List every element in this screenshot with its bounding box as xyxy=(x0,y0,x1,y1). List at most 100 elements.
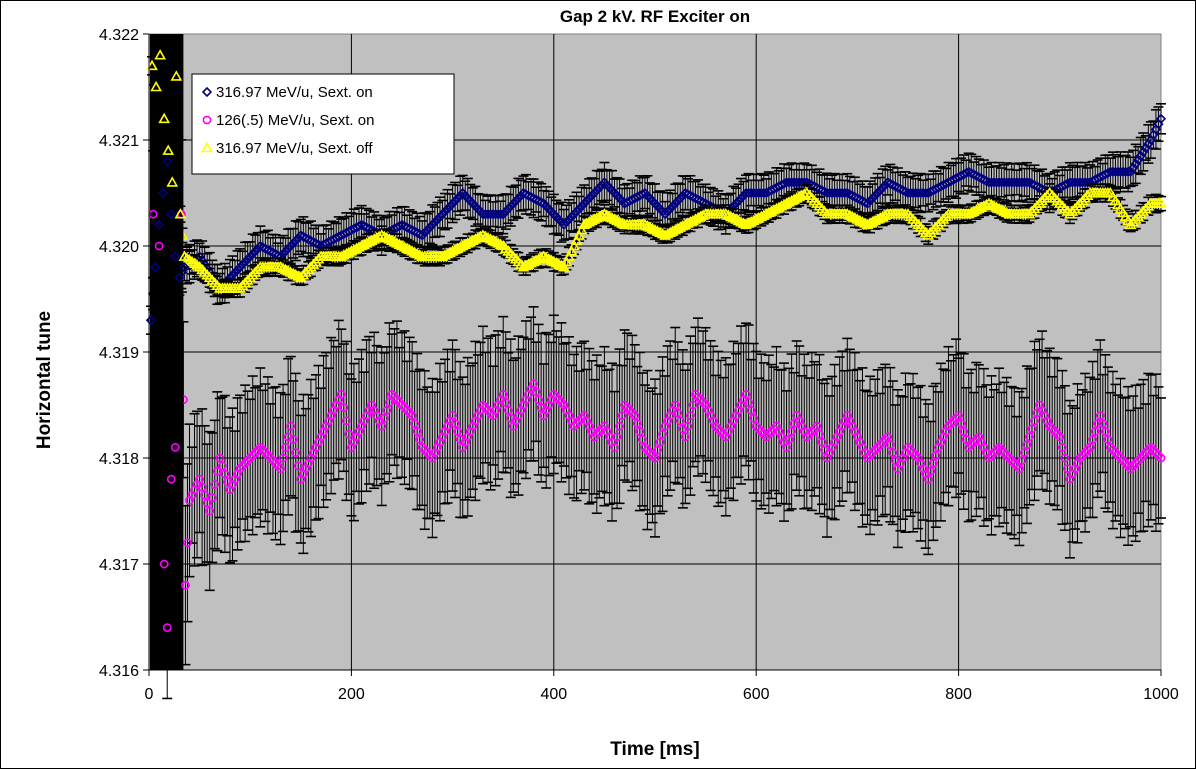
data-point xyxy=(1113,450,1123,460)
data-point xyxy=(673,408,683,418)
data-point xyxy=(594,182,605,193)
data-point xyxy=(299,266,312,277)
data-point xyxy=(293,232,304,244)
data-point xyxy=(1143,445,1153,455)
data-point xyxy=(640,442,650,452)
data-point xyxy=(257,242,268,253)
data-point xyxy=(672,195,683,207)
data-point xyxy=(875,440,885,450)
data-point xyxy=(999,448,1009,458)
data-point xyxy=(782,442,791,452)
early-data-point xyxy=(153,219,165,230)
data-point xyxy=(749,413,759,423)
data-point xyxy=(250,246,261,257)
data-point xyxy=(387,389,397,399)
data-point xyxy=(542,253,555,264)
data-point xyxy=(415,435,425,444)
data-point xyxy=(798,188,811,199)
legend-marker-triangle xyxy=(201,141,213,153)
data-point xyxy=(944,421,953,431)
data-point xyxy=(650,453,660,463)
data-point xyxy=(408,246,421,257)
data-point xyxy=(784,435,794,444)
data-point xyxy=(1022,440,1032,450)
early-data-point xyxy=(174,208,187,219)
early-data-point xyxy=(154,49,166,60)
data-point xyxy=(560,255,573,267)
data-point xyxy=(1027,424,1037,434)
data-point xyxy=(551,392,561,402)
data-point xyxy=(756,427,766,436)
data-point xyxy=(653,445,662,455)
data-point xyxy=(573,229,585,240)
data-point xyxy=(247,248,258,260)
data-point xyxy=(529,379,538,389)
data-point xyxy=(995,204,1008,215)
data-point xyxy=(294,271,307,283)
data-point xyxy=(528,193,539,204)
data-point xyxy=(558,219,570,230)
data-point xyxy=(869,190,881,201)
data-point xyxy=(1100,427,1110,436)
data-point xyxy=(741,389,751,399)
data-point xyxy=(959,427,969,436)
data-point xyxy=(478,400,488,410)
data-point xyxy=(968,169,979,180)
data-point xyxy=(534,395,544,405)
y-tick-label: 4.322 xyxy=(99,27,139,44)
data-point xyxy=(558,261,570,272)
data-point xyxy=(419,227,430,238)
data-point xyxy=(613,216,626,227)
data-point xyxy=(1066,205,1079,216)
data-point xyxy=(1123,461,1133,471)
data-point xyxy=(242,254,253,265)
early-data-point xyxy=(158,187,169,199)
data-point xyxy=(432,214,443,225)
data-point xyxy=(688,400,698,410)
data-point xyxy=(589,432,599,442)
data-point xyxy=(670,400,680,410)
legend-box xyxy=(191,73,455,175)
data-point xyxy=(635,427,645,436)
data-point xyxy=(532,253,545,264)
data-point xyxy=(888,448,898,458)
data-point xyxy=(987,450,996,460)
data-point xyxy=(854,194,866,205)
data-point xyxy=(406,245,418,256)
data-point xyxy=(807,427,817,436)
series-triangle xyxy=(146,48,1167,299)
data-point xyxy=(795,189,808,200)
data-point xyxy=(989,448,999,458)
data-point xyxy=(205,506,215,516)
data-point xyxy=(1133,154,1144,166)
data-point xyxy=(378,230,391,242)
data-point xyxy=(291,448,301,458)
data-point xyxy=(843,209,856,220)
data-point xyxy=(243,456,253,466)
data-point xyxy=(393,238,406,249)
data-point xyxy=(396,239,408,251)
data-point xyxy=(386,234,398,245)
data-point xyxy=(412,427,422,436)
data-point xyxy=(409,226,420,237)
data-point xyxy=(305,261,317,272)
data-point xyxy=(1136,453,1146,463)
data-point xyxy=(897,185,909,196)
x-axis-label: Time [ms] xyxy=(610,739,699,760)
data-point xyxy=(1014,464,1024,473)
data-point xyxy=(730,213,742,224)
data-point xyxy=(498,389,508,399)
data-point xyxy=(584,193,595,204)
data-point xyxy=(878,437,888,447)
data-point xyxy=(297,269,310,280)
data-point xyxy=(675,416,685,426)
data-point xyxy=(412,227,423,238)
data-point xyxy=(245,251,256,262)
data-point xyxy=(849,212,861,223)
data-point xyxy=(1116,453,1125,463)
data-point xyxy=(400,403,409,413)
data-point xyxy=(252,243,263,254)
data-point xyxy=(667,201,678,212)
data-point xyxy=(644,221,656,232)
data-point xyxy=(361,222,372,233)
